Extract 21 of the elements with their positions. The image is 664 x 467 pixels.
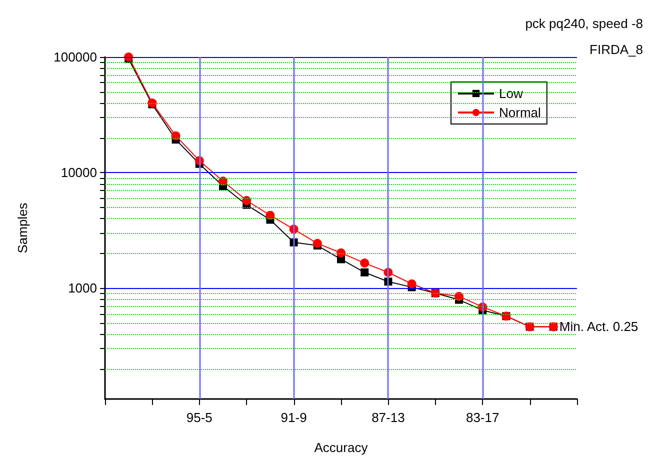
x-tick-label: 91-9 (280, 410, 307, 425)
x-axis-title: Accuracy (314, 440, 368, 455)
x-tick-label: 83-17 (466, 410, 500, 425)
point (336, 248, 346, 258)
point (312, 238, 322, 248)
point (360, 268, 369, 276)
y-tick-label: 100000 (54, 50, 97, 64)
y-tick-label: 1000 (68, 280, 97, 296)
legend-label: Normal (499, 105, 542, 120)
point (360, 258, 370, 268)
text: FIRDA_8 (590, 42, 644, 57)
chart-title: pck pq240, speed -8 (525, 16, 644, 31)
y-tick-label: 10000 (60, 165, 97, 180)
point (266, 210, 275, 220)
x-tick-label: 87-13 (372, 410, 405, 425)
x-tick-label: 95-5 (186, 410, 212, 425)
point (171, 131, 180, 140)
annotation: Min. Act. 0.25 (559, 319, 638, 334)
point (242, 196, 252, 206)
point (407, 279, 416, 288)
y-axis-title: Samples (15, 202, 30, 254)
